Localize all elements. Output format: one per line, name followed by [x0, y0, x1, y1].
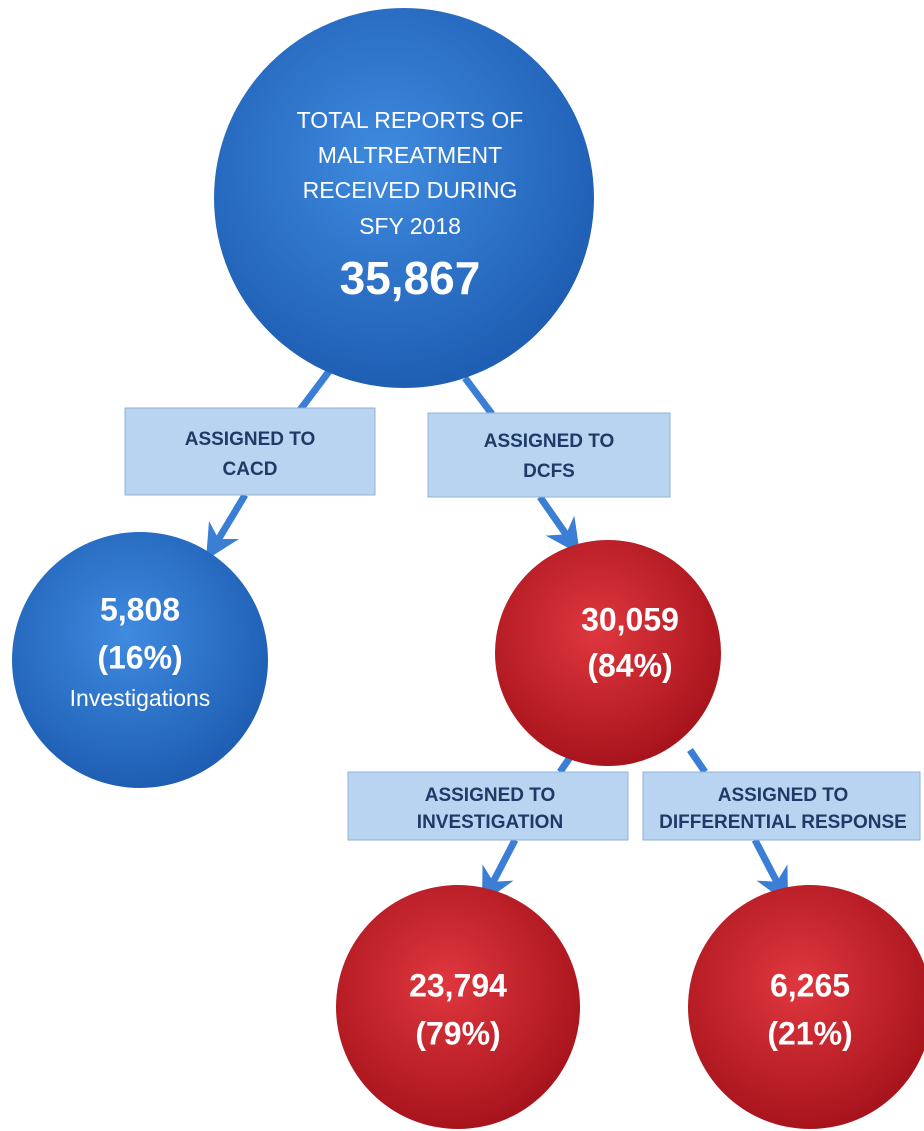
arrow: [537, 494, 581, 555]
investigation-circle: [336, 885, 580, 1129]
label-box: [642, 771, 921, 841]
label-line: ASSIGNED TO: [185, 429, 316, 450]
arrow: [751, 838, 789, 904]
count: 6,265: [770, 967, 850, 1003]
label-line: CACD: [223, 459, 278, 480]
arrows: [205, 367, 789, 904]
count: 30,059: [581, 601, 679, 637]
label-line: DIFFERENTIAL RESPONSE: [659, 812, 907, 833]
label-line: ASSIGNED TO: [425, 785, 556, 806]
total-line: TOTAL REPORTS OF: [297, 107, 524, 133]
dr-circle: [688, 885, 924, 1129]
label-box: [124, 407, 376, 496]
percent: (21%): [767, 1015, 852, 1051]
cacd-circle: [12, 532, 268, 788]
arrow: [481, 838, 519, 904]
edge-label: ASSIGNED TO INVESTIGATION: [347, 771, 629, 841]
arrow: [205, 493, 249, 561]
edge-label: ASSIGNED TO DCFS: [427, 412, 671, 498]
count: 23,794: [409, 967, 507, 1003]
arrow: [687, 748, 708, 774]
percent: (84%): [587, 647, 672, 683]
edge-label: ASSIGNED TO CACD: [124, 407, 376, 496]
sublabel: Investigations: [70, 685, 211, 711]
label-line: INVESTIGATION: [417, 812, 563, 833]
label-line: ASSIGNED TO: [484, 431, 615, 452]
label-box: [347, 771, 629, 841]
total-line: MALTREATMENT: [318, 142, 502, 168]
count: 5,808: [100, 591, 180, 627]
label-line: DCFS: [523, 461, 575, 482]
total-line: RECEIVED DURING: [303, 177, 518, 203]
total-count: 35,867: [340, 252, 481, 304]
dcfs-circle: [495, 540, 721, 766]
arrow: [462, 375, 495, 417]
label-line: ASSIGNED TO: [718, 785, 849, 806]
percent: (16%): [97, 639, 182, 675]
total-line: SFY 2018: [359, 213, 461, 239]
label-box: [427, 412, 671, 498]
edge-label: ASSIGNED TO DIFFERENTIAL RESPONSE: [642, 771, 921, 841]
arrow: [297, 367, 333, 413]
total-circle: [214, 8, 594, 388]
percent: (79%): [415, 1015, 500, 1051]
